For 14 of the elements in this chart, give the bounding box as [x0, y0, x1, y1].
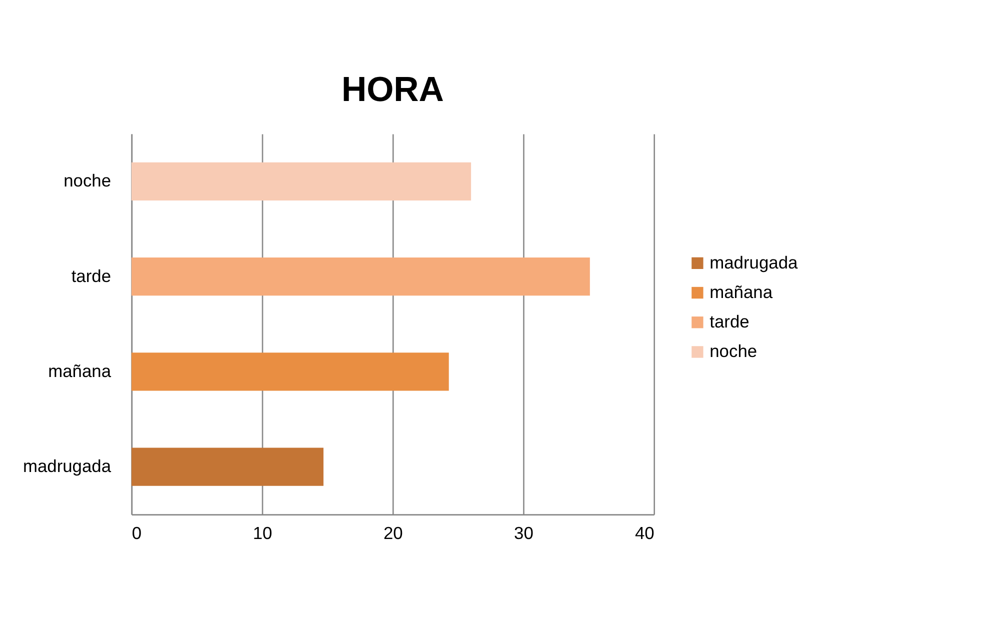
x-tick-label: 20: [383, 523, 403, 544]
x-tick-label: 0: [132, 523, 142, 544]
y-tick-label: madrugada: [22, 456, 112, 476]
x-tick-label: 30: [514, 523, 534, 544]
chart-title: HORA: [341, 70, 444, 109]
y-tick-label: noche: [64, 170, 112, 191]
legend-label: madrugada: [710, 252, 798, 272]
legend-label: tarde: [710, 312, 750, 332]
legend-label: noche: [710, 341, 758, 362]
legend-label: mañana: [710, 282, 773, 302]
y-tick-label: mañana: [48, 360, 112, 381]
x-tick-label: 40: [634, 523, 654, 544]
x-tick-label: 10: [252, 523, 272, 544]
y-tick-label: tarde: [71, 266, 112, 286]
